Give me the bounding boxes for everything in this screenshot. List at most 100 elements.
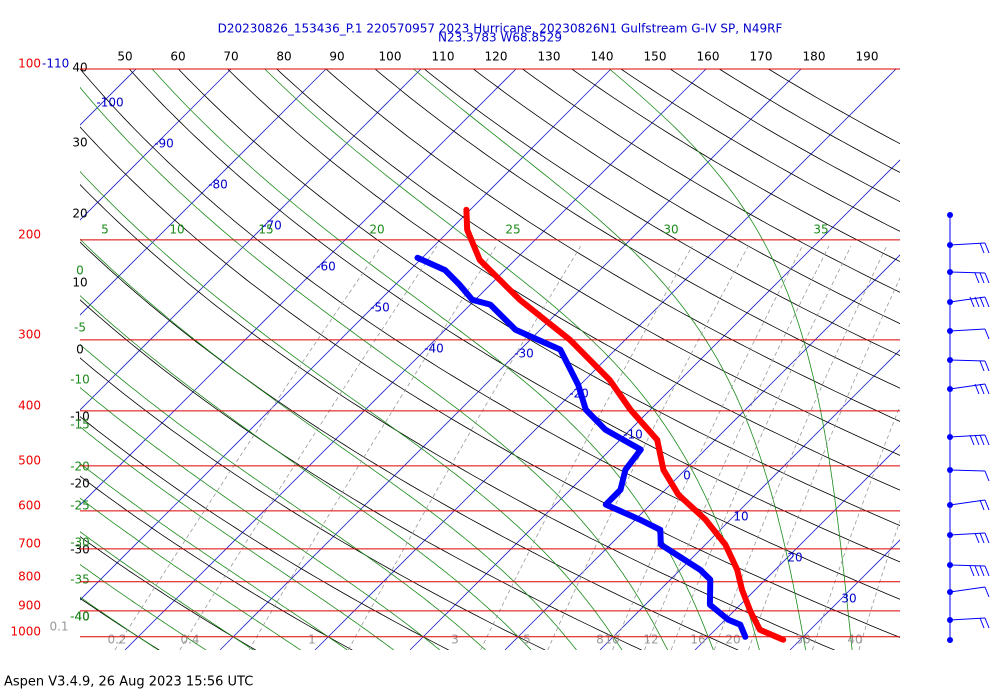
- isotherm: [504, 254, 900, 650]
- mixing-ratio-line: [670, 245, 852, 650]
- mixing-ratio-label: 3: [451, 633, 459, 647]
- moist-adiabat-label: -5: [74, 321, 86, 335]
- moist-adiabat: [80, 596, 159, 650]
- mixing-ratio-label: 10: [604, 633, 619, 647]
- dry-adiabat: [80, 299, 642, 650]
- mixing-ratio-label: 30: [795, 633, 810, 647]
- wind-feather: [974, 296, 980, 308]
- pressure-label: 800: [18, 569, 41, 583]
- wind-feather: [969, 434, 975, 446]
- moist-adiabat: [80, 387, 441, 650]
- wind-barb: [949, 328, 986, 332]
- wind-barb: [949, 499, 986, 506]
- wind-barb: [949, 296, 986, 303]
- footer: Aspen V3.4.9, 26 Aug 2023 15:56 UTC: [4, 675, 253, 690]
- wind-feather: [984, 360, 990, 372]
- dry-adiabat: [571, 69, 900, 262]
- wind-feather: [984, 470, 990, 482]
- mixing-ratio-label: 5: [523, 633, 531, 647]
- wind-point: [947, 637, 953, 643]
- isotherm: [80, 69, 517, 506]
- moist-adiabat-label: 35: [813, 223, 828, 237]
- wind-feather: [984, 532, 990, 544]
- dry-adiabat: [80, 241, 739, 650]
- isotherm: [409, 159, 900, 650]
- isotherm-label: 30: [841, 592, 856, 606]
- dry-adiabat-label: 20: [72, 207, 87, 221]
- mixing-ratio-line: [713, 245, 887, 650]
- dry-adiabat-label: 180: [803, 50, 826, 64]
- isotherm: [694, 444, 900, 650]
- chart-title: D20230826_153436_P.1 220570957 2023 Hurr…: [218, 22, 783, 36]
- mixing-ratio-line: [480, 245, 693, 650]
- wind-barb: [949, 532, 986, 536]
- moist-adiabat: [151, 69, 714, 650]
- moist-adiabat-label: 15: [258, 223, 273, 237]
- chart-subtitle: N23.3783 W68.8529: [438, 31, 562, 45]
- isotherm-label: 20: [787, 551, 802, 565]
- wind-feather: [979, 434, 985, 446]
- isotherm-label: -50: [370, 301, 390, 315]
- moist-adiabat-label: -15: [70, 418, 90, 432]
- dry-adiabat-label: 140: [591, 50, 614, 64]
- wind-feather: [984, 586, 990, 598]
- wind-barb: [949, 434, 986, 438]
- isotherm: [80, 69, 232, 221]
- dry-adiabat-label: 90: [329, 50, 344, 64]
- dry-adiabat-label: 120: [485, 50, 508, 64]
- dry-adiabat: [80, 536, 257, 650]
- dry-adiabat: [374, 69, 900, 389]
- dry-adiabat-label: 0: [76, 343, 84, 357]
- wind-barb: [949, 469, 986, 472]
- dry-adiabat-label: 40: [72, 61, 87, 75]
- isotherm-label: -30: [514, 347, 534, 361]
- dry-adiabat: [80, 416, 449, 650]
- moist-adiabat-label: 5: [101, 223, 109, 237]
- dry-adiabat-label: -30: [70, 543, 90, 557]
- wind-feather: [979, 383, 985, 395]
- moist-adiabat: [80, 170, 623, 650]
- overlay: -110-100-90-80-70-60-50-40 -30-20-1001020…: [10, 50, 990, 647]
- wind-feather: [974, 383, 980, 395]
- wind-feather: [979, 532, 985, 544]
- isotherm-label: -40: [424, 342, 444, 356]
- pressure-label: 100: [18, 57, 41, 71]
- mixing-ratio-line: [179, 245, 438, 650]
- isotherm: [599, 349, 900, 650]
- wind-feather: [984, 565, 990, 577]
- moist-adiabat-label: 20: [369, 223, 384, 237]
- dry-adiabat-label: 60: [170, 50, 185, 64]
- mixing-ratio-line: [248, 245, 497, 650]
- pressure-label: 900: [18, 598, 41, 612]
- moist-adiabat: [80, 238, 577, 650]
- moist-adiabat-label: -40: [70, 610, 90, 624]
- mixing-ratio-label: 0.1: [49, 620, 68, 634]
- isotherm-label: -100: [96, 96, 123, 110]
- pressure-label: 600: [18, 498, 41, 512]
- dry-adiabat-label: 190: [856, 50, 879, 64]
- wind-feather: [979, 499, 985, 511]
- moist-adiabat: [80, 462, 348, 650]
- dry-adiabat: [719, 69, 900, 173]
- moist-adiabat-label: -10: [70, 373, 90, 387]
- pressure-label: 500: [18, 453, 41, 467]
- pressure-label: 400: [18, 398, 41, 412]
- dry-adiabat-label: 150: [644, 50, 667, 64]
- wind-feather: [979, 296, 985, 308]
- isotherm: [314, 69, 897, 650]
- wind-feather: [979, 272, 985, 284]
- wind-feather: [974, 272, 980, 284]
- mixing-ratio-line: [612, 245, 803, 650]
- mixing-ratio-label: 1: [308, 633, 316, 647]
- isotherm: [789, 539, 900, 650]
- dry-adiabat: [325, 69, 900, 422]
- mixing-ratio-line: [547, 245, 749, 650]
- pressure-label: 200: [18, 227, 41, 241]
- mixing-ratio-label: 16: [690, 633, 705, 647]
- dry-adiabat: [522, 69, 900, 293]
- wind-barb: [949, 586, 986, 593]
- dry-adiabat-label: 70: [223, 50, 238, 64]
- dry-adiabat-label: 30: [72, 136, 87, 150]
- dry-adiabat: [80, 475, 353, 650]
